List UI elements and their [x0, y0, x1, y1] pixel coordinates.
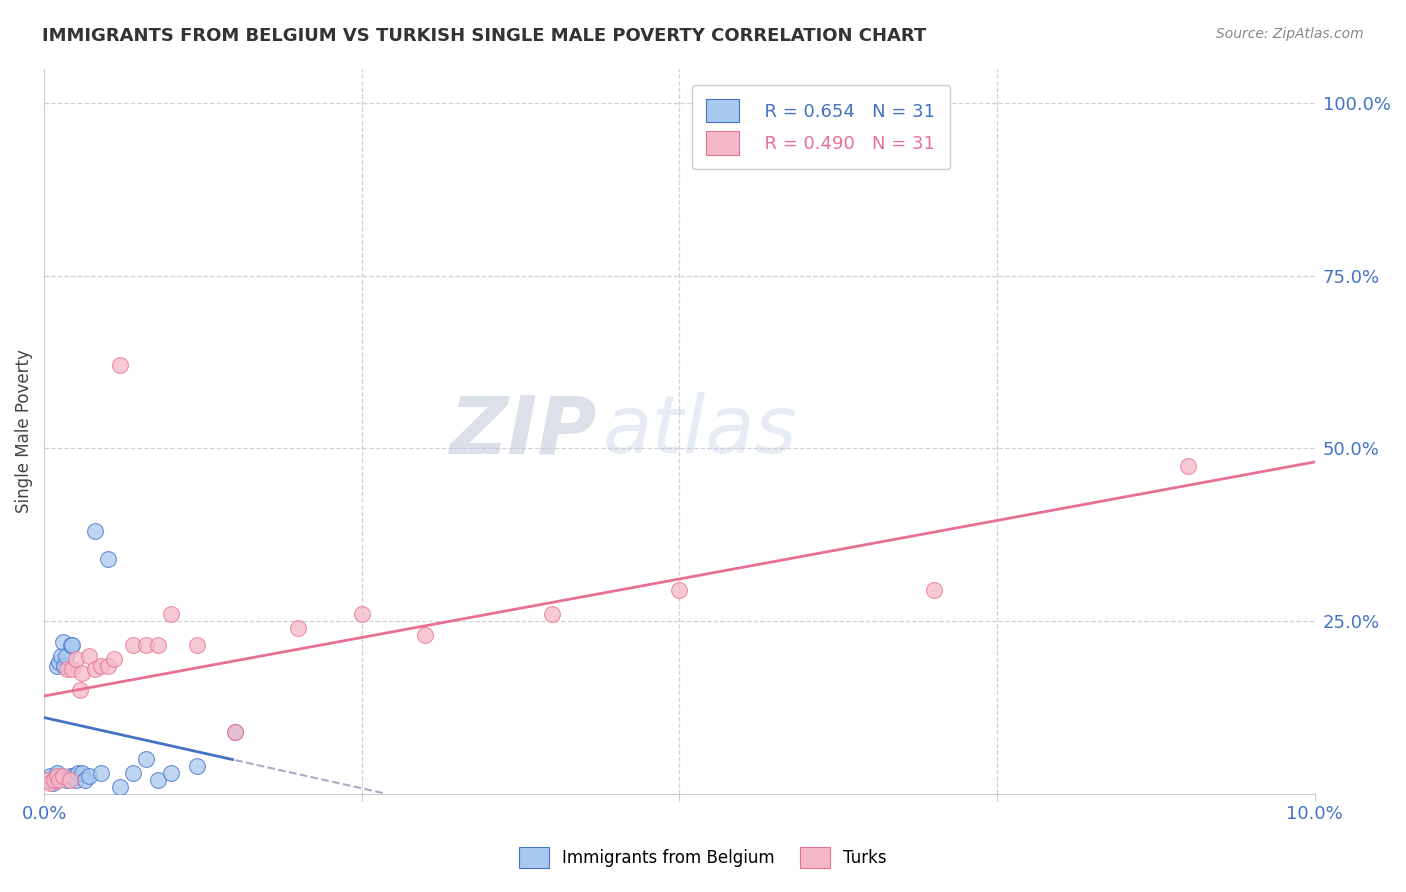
Point — [37, 772, 59, 787]
Point — [67, 766, 90, 780]
Point — [224, 724, 246, 739]
Point — [70, 766, 93, 780]
Point — [39, 776, 62, 790]
Point — [59, 638, 82, 652]
Text: ZIP: ZIP — [450, 392, 596, 470]
Point — [53, 659, 76, 673]
Point — [77, 769, 100, 783]
Point — [48, 656, 70, 670]
Point — [90, 659, 112, 673]
Point — [350, 607, 373, 621]
Point — [135, 752, 157, 766]
Point — [103, 652, 125, 666]
Point — [84, 662, 107, 676]
Point — [45, 769, 67, 783]
Point — [52, 634, 75, 648]
Point — [287, 621, 309, 635]
Point — [90, 766, 112, 780]
Point — [52, 769, 75, 783]
Point — [110, 780, 132, 794]
Point — [186, 638, 208, 652]
Legend:   R = 0.654   N = 31,   R = 0.490   N = 31: R = 0.654 N = 31, R = 0.490 N = 31 — [692, 85, 950, 169]
Point — [62, 769, 84, 783]
Point — [48, 772, 70, 787]
Point — [413, 628, 436, 642]
Point — [84, 524, 107, 539]
Point — [39, 769, 62, 783]
Point — [224, 724, 246, 739]
Point — [45, 766, 67, 780]
Point — [69, 683, 91, 698]
Point — [70, 665, 93, 680]
Point — [77, 648, 100, 663]
Point — [97, 552, 120, 566]
Point — [44, 772, 66, 787]
Point — [44, 772, 66, 787]
Text: IMMIGRANTS FROM BELGIUM VS TURKISH SINGLE MALE POVERTY CORRELATION CHART: IMMIGRANTS FROM BELGIUM VS TURKISH SINGL… — [42, 27, 927, 45]
Point — [135, 638, 157, 652]
Point — [668, 582, 690, 597]
Legend: Immigrants from Belgium, Turks: Immigrants from Belgium, Turks — [512, 840, 894, 875]
Point — [58, 772, 80, 787]
Y-axis label: Single Male Poverty: Single Male Poverty — [15, 349, 32, 513]
Point — [55, 648, 77, 663]
Point — [65, 772, 87, 787]
Point — [45, 659, 67, 673]
Point — [541, 607, 564, 621]
Point — [148, 772, 170, 787]
Point — [56, 662, 79, 676]
Point — [97, 659, 120, 673]
Point — [110, 359, 132, 373]
Point — [1177, 458, 1199, 473]
Point — [58, 769, 80, 783]
Point — [122, 638, 145, 652]
Point — [49, 648, 72, 663]
Point — [160, 766, 183, 780]
Point — [122, 766, 145, 780]
Point — [37, 772, 59, 787]
Text: atlas: atlas — [603, 392, 799, 470]
Point — [186, 759, 208, 773]
Text: Source: ZipAtlas.com: Source: ZipAtlas.com — [1216, 27, 1364, 41]
Point — [73, 772, 96, 787]
Point — [56, 772, 79, 787]
Point — [65, 652, 87, 666]
Point — [42, 776, 65, 790]
Point — [922, 582, 945, 597]
Point — [160, 607, 183, 621]
Point — [148, 638, 170, 652]
Point — [60, 638, 83, 652]
Point — [60, 662, 83, 676]
